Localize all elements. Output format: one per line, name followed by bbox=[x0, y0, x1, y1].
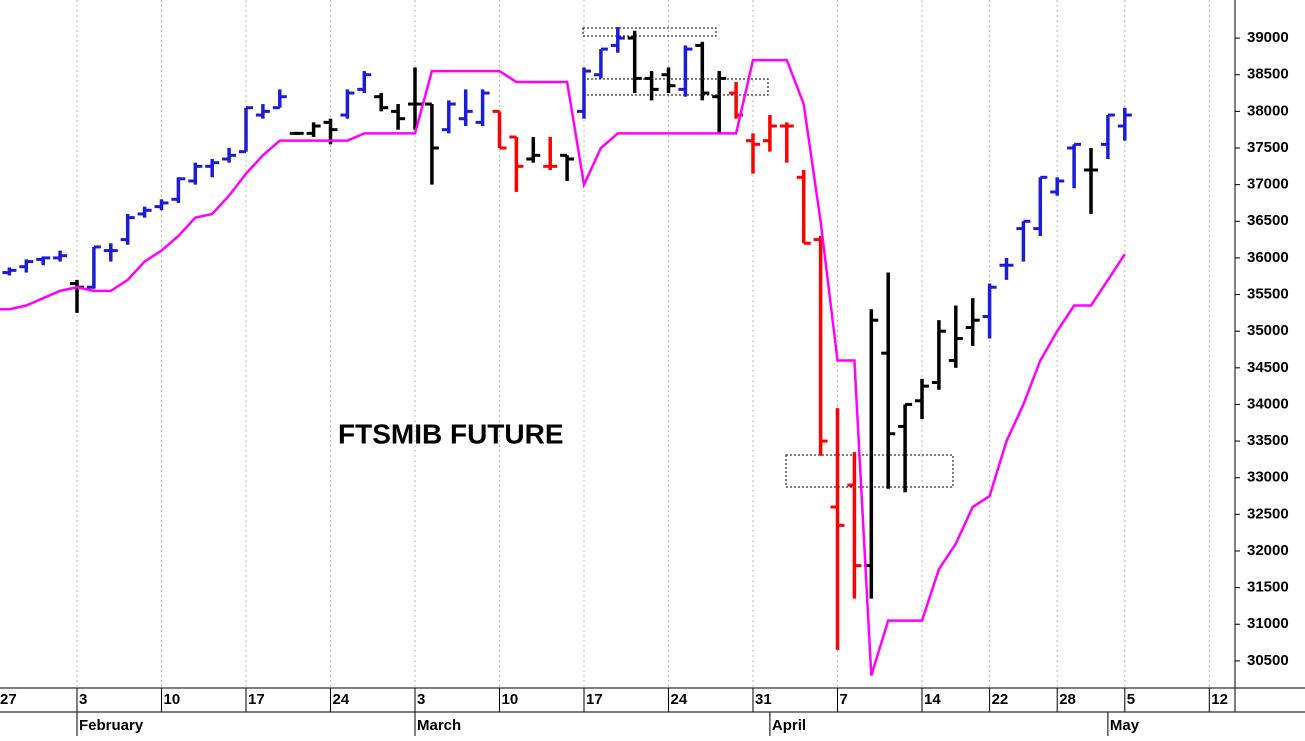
x-tick-label: 3 bbox=[79, 691, 87, 708]
x-tick-label: 14 bbox=[924, 691, 941, 708]
month-label: May bbox=[1110, 717, 1140, 734]
plot bbox=[0, 27, 1132, 676]
y-tick-label: 30500 bbox=[1247, 652, 1289, 669]
x-tick-label: 31 bbox=[755, 691, 772, 708]
month-label: February bbox=[79, 717, 144, 734]
y-tick-label: 38500 bbox=[1247, 66, 1289, 83]
y-tick-label: 31000 bbox=[1247, 615, 1289, 632]
x-tick-label: 7 bbox=[840, 691, 848, 708]
x-tick-label: 22 bbox=[992, 691, 1009, 708]
y-tick-label: 38000 bbox=[1247, 102, 1289, 119]
y-tick-label: 35000 bbox=[1247, 322, 1289, 339]
x-tick-label: 10 bbox=[502, 691, 519, 708]
x-tick-label: 27 bbox=[0, 691, 17, 708]
y-tick-label: 32000 bbox=[1247, 542, 1289, 559]
y-tick-label: 37000 bbox=[1247, 176, 1289, 193]
y-tick-label: 34000 bbox=[1247, 395, 1289, 412]
y-tick-label: 33000 bbox=[1247, 469, 1289, 486]
chart-title: FTSMIB FUTURE bbox=[338, 418, 564, 449]
x-tick-label: 3 bbox=[417, 691, 425, 708]
month-label: April bbox=[772, 717, 806, 734]
y-tick-label: 35500 bbox=[1247, 286, 1289, 303]
y-tick-label: 34500 bbox=[1247, 359, 1289, 376]
x-tick-label: 24 bbox=[333, 691, 350, 708]
x-tick-label: 17 bbox=[586, 691, 603, 708]
y-tick-label: 36000 bbox=[1247, 249, 1289, 266]
x-tick-label: 12 bbox=[1211, 691, 1228, 708]
x-tick-label: 10 bbox=[164, 691, 181, 708]
annotation-box bbox=[582, 27, 717, 37]
y-tick-label: 37500 bbox=[1247, 139, 1289, 156]
x-tick-label: 24 bbox=[671, 691, 688, 708]
annotation-box bbox=[785, 454, 954, 488]
y-tick-label: 32500 bbox=[1247, 505, 1289, 522]
x-tick-label: 28 bbox=[1059, 691, 1076, 708]
x-tick-label: 17 bbox=[248, 691, 265, 708]
y-tick-label: 31500 bbox=[1247, 579, 1289, 596]
y-tick-label: 33500 bbox=[1247, 432, 1289, 449]
month-label: March bbox=[417, 717, 461, 734]
y-tick-label: 36500 bbox=[1247, 212, 1289, 229]
y-tick-label: 39000 bbox=[1247, 29, 1289, 46]
x-tick-label: 5 bbox=[1127, 691, 1135, 708]
stop-line bbox=[0, 58, 1126, 676]
